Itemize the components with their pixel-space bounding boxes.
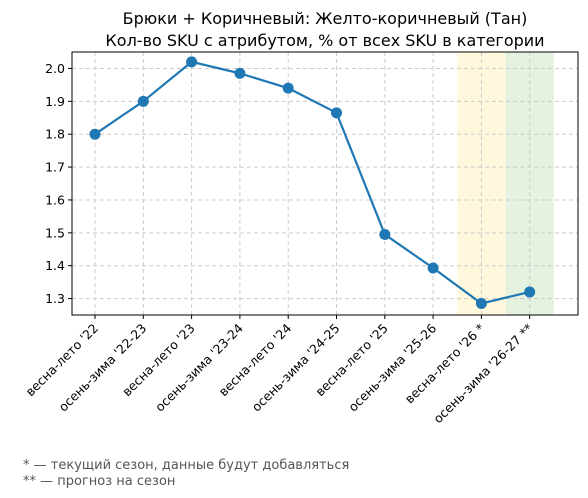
y-tick-label: 1.6 (45, 192, 65, 207)
data-point (524, 286, 536, 298)
series-line (89, 56, 536, 309)
y-tick-label: 1.4 (45, 258, 65, 273)
footnote-current-season: * — текущий сезон, данные будут добавлят… (23, 458, 349, 473)
x-tick-label: осень-зима '26-27 ** (430, 321, 536, 427)
x-tick-label: осень-зима '23-24 (152, 320, 246, 414)
data-point (137, 95, 149, 107)
gridlines (72, 52, 578, 315)
footnote-forecast: ** — прогноз на сезон (23, 474, 175, 489)
x-tick-label: осень-зима '24-25 (249, 321, 343, 415)
data-point (331, 107, 342, 119)
highlight-band-9 (505, 52, 554, 315)
chart-subtitle: Кол-во SKU с атрибутом, % от всех SKU в … (105, 31, 544, 50)
y-tick-label: 2.0 (45, 61, 65, 76)
data-point (379, 228, 391, 240)
y-tick-label: 1.9 (45, 94, 65, 109)
y-tick-label: 1.7 (45, 160, 65, 175)
y-tick-label: 1.8 (45, 127, 65, 142)
plot-frame (71, 51, 579, 316)
y-tick-label: 1.5 (45, 225, 65, 240)
x-tick-label: осень-зима '25-26 (345, 320, 439, 414)
series-polyline (94, 60, 530, 305)
data-point (234, 67, 246, 79)
data-point (89, 128, 101, 140)
y-axis: 1.3 1.4 1.5 1.6 1.7 1.8 1.9 2.0 (45, 61, 72, 306)
data-point (186, 56, 198, 68)
data-point (427, 262, 439, 274)
highlight-bands (457, 52, 554, 315)
data-point (282, 82, 294, 94)
chart-title: Брюки + Коричневый: Желто-коричневый (Та… (123, 9, 528, 28)
highlight-band-8 (457, 52, 506, 315)
x-tick-label: осень-зима '22-23 (55, 321, 149, 415)
data-point (475, 297, 487, 309)
y-tick-label: 1.3 (45, 291, 65, 306)
